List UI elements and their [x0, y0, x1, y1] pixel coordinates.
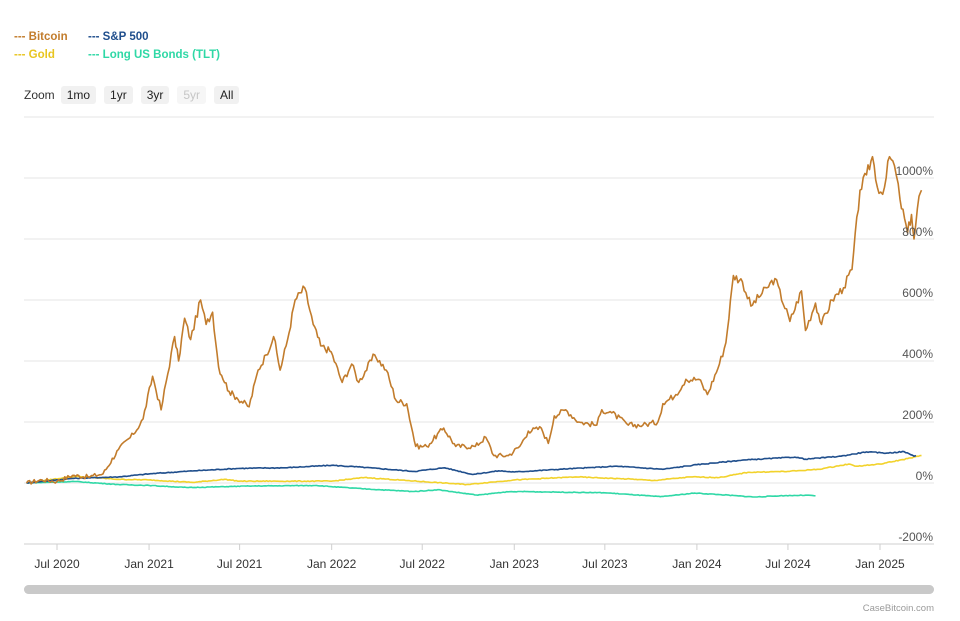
y-axis-labels: 1000% 800% 600% 400% 200% 0% -200% [896, 164, 934, 544]
legend-item-sp500[interactable]: --- S&P 500 [88, 31, 149, 43]
legend-row: --- Gold --- Long US Bonds (TLT) [14, 46, 220, 64]
x-tick-label: Jul 2022 [400, 557, 446, 571]
series-line-s-p-500[interactable] [26, 450, 917, 484]
series-line-bitcoin[interactable] [25, 155, 923, 485]
x-tick-label: Jul 2020 [34, 557, 80, 571]
scrollbar-thumb[interactable] [24, 585, 934, 594]
zoom-all-button[interactable]: All [214, 86, 240, 104]
x-tick-label: Jul 2021 [217, 557, 263, 571]
y-tick-label: -200% [898, 530, 933, 544]
x-tick-label: Jul 2024 [765, 557, 811, 571]
y-tick-label: 1000% [896, 164, 934, 178]
legend-item-bitcoin[interactable]: --- Bitcoin [14, 31, 68, 43]
zoom-1mo-button[interactable]: 1mo [60, 86, 97, 104]
zoom-label: Zoom [24, 88, 55, 102]
y-tick-label: 200% [902, 408, 933, 422]
x-tick-label: Jul 2023 [582, 557, 628, 571]
x-tick-label: Jan 2024 [672, 557, 722, 571]
legend-item-gold[interactable]: --- Gold [14, 49, 55, 61]
y-tick-label: 0% [916, 469, 934, 483]
zoom-1yr-button[interactable]: 1yr [104, 86, 133, 104]
zoom-5yr-button: 5yr [177, 86, 207, 104]
legend-row: --- Bitcoin --- S&P 500 [14, 28, 220, 46]
chart-legend: --- Bitcoin --- S&P 500 --- Gold --- Lon… [14, 28, 220, 64]
navigator-scrollbar[interactable] [24, 585, 934, 594]
series-lines[interactable] [25, 155, 923, 498]
grid-lines [24, 116, 934, 545]
x-tick-label: Jan 2023 [490, 557, 540, 571]
x-axis: Jul 2020 Jan 2021 Jul 2021 Jan 2022 Jul 2022… [24, 543, 934, 571]
x-tick-label: Jan 2021 [124, 557, 174, 571]
series-line-gold[interactable] [26, 454, 922, 486]
zoom-3yr-button[interactable]: 3yr [140, 86, 170, 104]
zoom-controls: Zoom 1mo 1yr 3yr 5yr All [24, 86, 247, 104]
legend-item-tlt[interactable]: --- Long US Bonds (TLT) [88, 49, 220, 61]
y-tick-label: 800% [902, 225, 933, 239]
chart-credit: CaseBitcoin.com [862, 603, 934, 614]
x-tick-label: Jan 2022 [307, 557, 357, 571]
x-tick-label: Jan 2025 [855, 557, 905, 571]
y-tick-label: 600% [902, 286, 933, 300]
series-line-long-us-bonds-tlt[interactable] [26, 480, 816, 498]
y-tick-label: 400% [902, 347, 933, 361]
